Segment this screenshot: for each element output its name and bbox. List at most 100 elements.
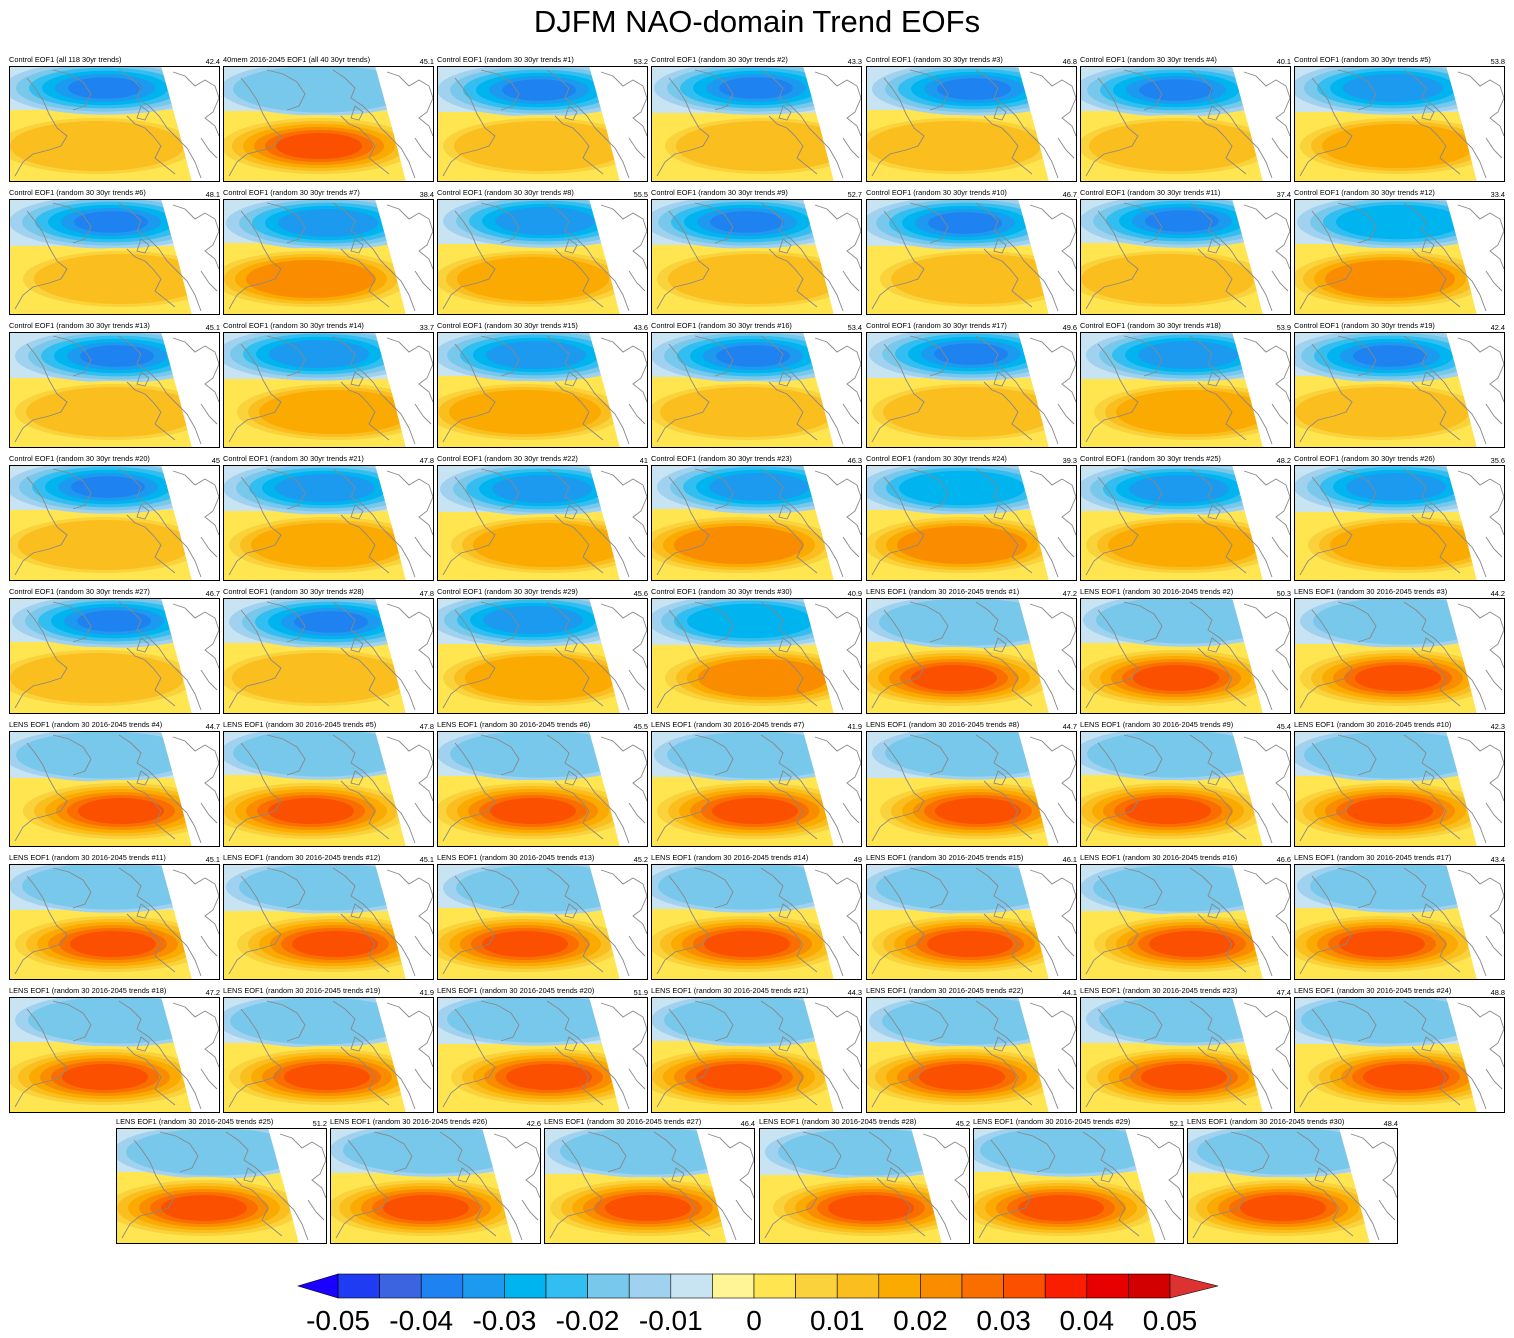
- coastline: [1485, 802, 1503, 824]
- coastline: [266, 601, 306, 643]
- coastline: [1403, 335, 1487, 445]
- coastline: [1207, 504, 1221, 520]
- negative-contour: [1353, 345, 1427, 367]
- coastline: [1271, 270, 1289, 292]
- map-frame: [9, 332, 220, 448]
- panel-variance-explained: 45.6: [633, 589, 648, 598]
- panel-title: Control EOF1 (random 30 30yr trends #6): [9, 188, 146, 197]
- coastline: [814, 1002, 862, 1068]
- coastline: [1411, 647, 1461, 707]
- coastline: [1057, 270, 1075, 292]
- eof-map: [1294, 598, 1505, 714]
- coastline: [350, 637, 364, 653]
- coastline: [159, 1131, 199, 1173]
- coastline: [1485, 536, 1503, 558]
- panel-title: LENS EOF1 (random 30 2016-2045 trends #1…: [1294, 853, 1452, 862]
- positive-contour: [490, 798, 576, 824]
- coastline: [546, 335, 630, 445]
- colorbar-bin: [961, 1273, 1004, 1299]
- map-frame: [544, 1128, 755, 1244]
- coastline: [332, 601, 416, 711]
- eof-map: [651, 66, 862, 182]
- coastline: [350, 903, 364, 919]
- panel-variance-explained: 47.8: [419, 722, 434, 731]
- eof-panel: Control EOF1 (all 118 30yr trends) 42.4: [9, 55, 220, 183]
- colorbar-bin: [1128, 1273, 1171, 1299]
- eof-map: [437, 66, 648, 182]
- coastline: [332, 734, 416, 844]
- coastline: [350, 238, 364, 254]
- positive-contour: [465, 656, 617, 700]
- eof-map: [223, 731, 434, 847]
- coastline: [778, 903, 792, 919]
- eof-panel: LENS EOF1 (random 30 2016-2045 trends #2…: [759, 1117, 970, 1245]
- coastline: [871, 875, 925, 975]
- eof-map: [1294, 66, 1505, 182]
- coastline: [52, 468, 92, 510]
- eof-panel: LENS EOF1 (random 30 2016-2045 trends #4…: [9, 720, 220, 848]
- panel-title: Control EOF1 (random 30 30yr trends #15): [437, 321, 578, 330]
- map-frame: [651, 731, 862, 847]
- negative-contour: [934, 343, 1008, 365]
- panel-title: Control EOF1 (random 30 30yr trends #26): [1294, 454, 1435, 463]
- coastline: [628, 403, 646, 425]
- negative-contour: [77, 610, 151, 632]
- map-frame: [866, 66, 1077, 182]
- panel-title: LENS EOF1 (random 30 2016-2045 trends #2…: [866, 986, 1024, 995]
- panel-title: LENS EOF1 (random 30 2016-2045 trends #1…: [866, 587, 1020, 596]
- coastline: [200, 935, 218, 957]
- panel-title: Control EOF1 (random 30 30yr trends #10): [866, 188, 1007, 197]
- negative-contour: [1087, 731, 1263, 778]
- eof-map: [1294, 864, 1505, 980]
- eof-map: [651, 997, 862, 1113]
- coastline: [386, 869, 434, 935]
- negative-contour: [275, 474, 375, 502]
- coastline: [1271, 669, 1289, 691]
- coastline: [1271, 536, 1289, 558]
- coastline: [628, 536, 646, 558]
- coastline: [1411, 115, 1461, 175]
- coastline: [983, 381, 1033, 441]
- colorbar-bin: [545, 1273, 588, 1299]
- eof-panel: Control EOF1 (random 30 30yr trends #8) 5…: [437, 188, 648, 316]
- negative-contour: [879, 598, 1049, 646]
- panel-title: Control EOF1 (random 30 30yr trends #9): [651, 188, 788, 197]
- negative-contour: [233, 66, 406, 113]
- coastline: [1457, 869, 1505, 935]
- coastline: [126, 115, 176, 175]
- negative-contour: [1310, 864, 1477, 910]
- coastline: [1243, 337, 1291, 403]
- panel-title: LENS EOF1 (random 30 2016-2045 trends #1…: [1294, 720, 1452, 729]
- map-frame: [651, 864, 862, 980]
- coastline: [350, 504, 364, 520]
- eof-map: [866, 997, 1077, 1113]
- eof-panel: Control EOF1 (random 30 30yr trends #17)…: [866, 321, 1077, 449]
- panel-variance-explained: 40.1: [1276, 57, 1291, 66]
- panel-variance-explained: 47.2: [205, 988, 220, 997]
- coastline: [909, 601, 949, 643]
- coastline: [414, 137, 432, 159]
- coastline: [871, 77, 925, 177]
- panel-title: LENS EOF1 (random 30 2016-2045 trends #1…: [9, 853, 166, 862]
- panel-variance-explained: 33.4: [1490, 190, 1505, 199]
- positive-contour: [1144, 668, 1208, 688]
- eof-map: [223, 66, 434, 182]
- coastline: [1271, 1068, 1289, 1090]
- colorbar-tick-label: 0.05: [1143, 1305, 1198, 1336]
- coastline: [1057, 403, 1075, 425]
- coastline: [993, 637, 1007, 653]
- eof-panel: LENS EOF1 (random 30 2016-2045 trends #8…: [866, 720, 1077, 848]
- coastline: [842, 137, 860, 159]
- panel-title: LENS EOF1 (random 30 2016-2045 trends #1…: [437, 853, 595, 862]
- panel-title: Control EOF1 (random 30 30yr trends #12): [1294, 188, 1435, 197]
- coastline: [442, 1008, 496, 1108]
- panel-grid: Control EOF1 (all 118 30yr trends) 42.4 40…: [9, 55, 1505, 1245]
- panel-variance-explained: 45.1: [205, 323, 220, 332]
- colorbar-tick-label: -0.01: [639, 1305, 703, 1336]
- panel-variance-explained: 53.2: [633, 57, 648, 66]
- negative-contour: [495, 207, 595, 235]
- coastline: [266, 468, 306, 510]
- coastline: [14, 1008, 68, 1108]
- eof-map: [651, 598, 862, 714]
- colorbar-tick-label: 0.01: [810, 1305, 865, 1336]
